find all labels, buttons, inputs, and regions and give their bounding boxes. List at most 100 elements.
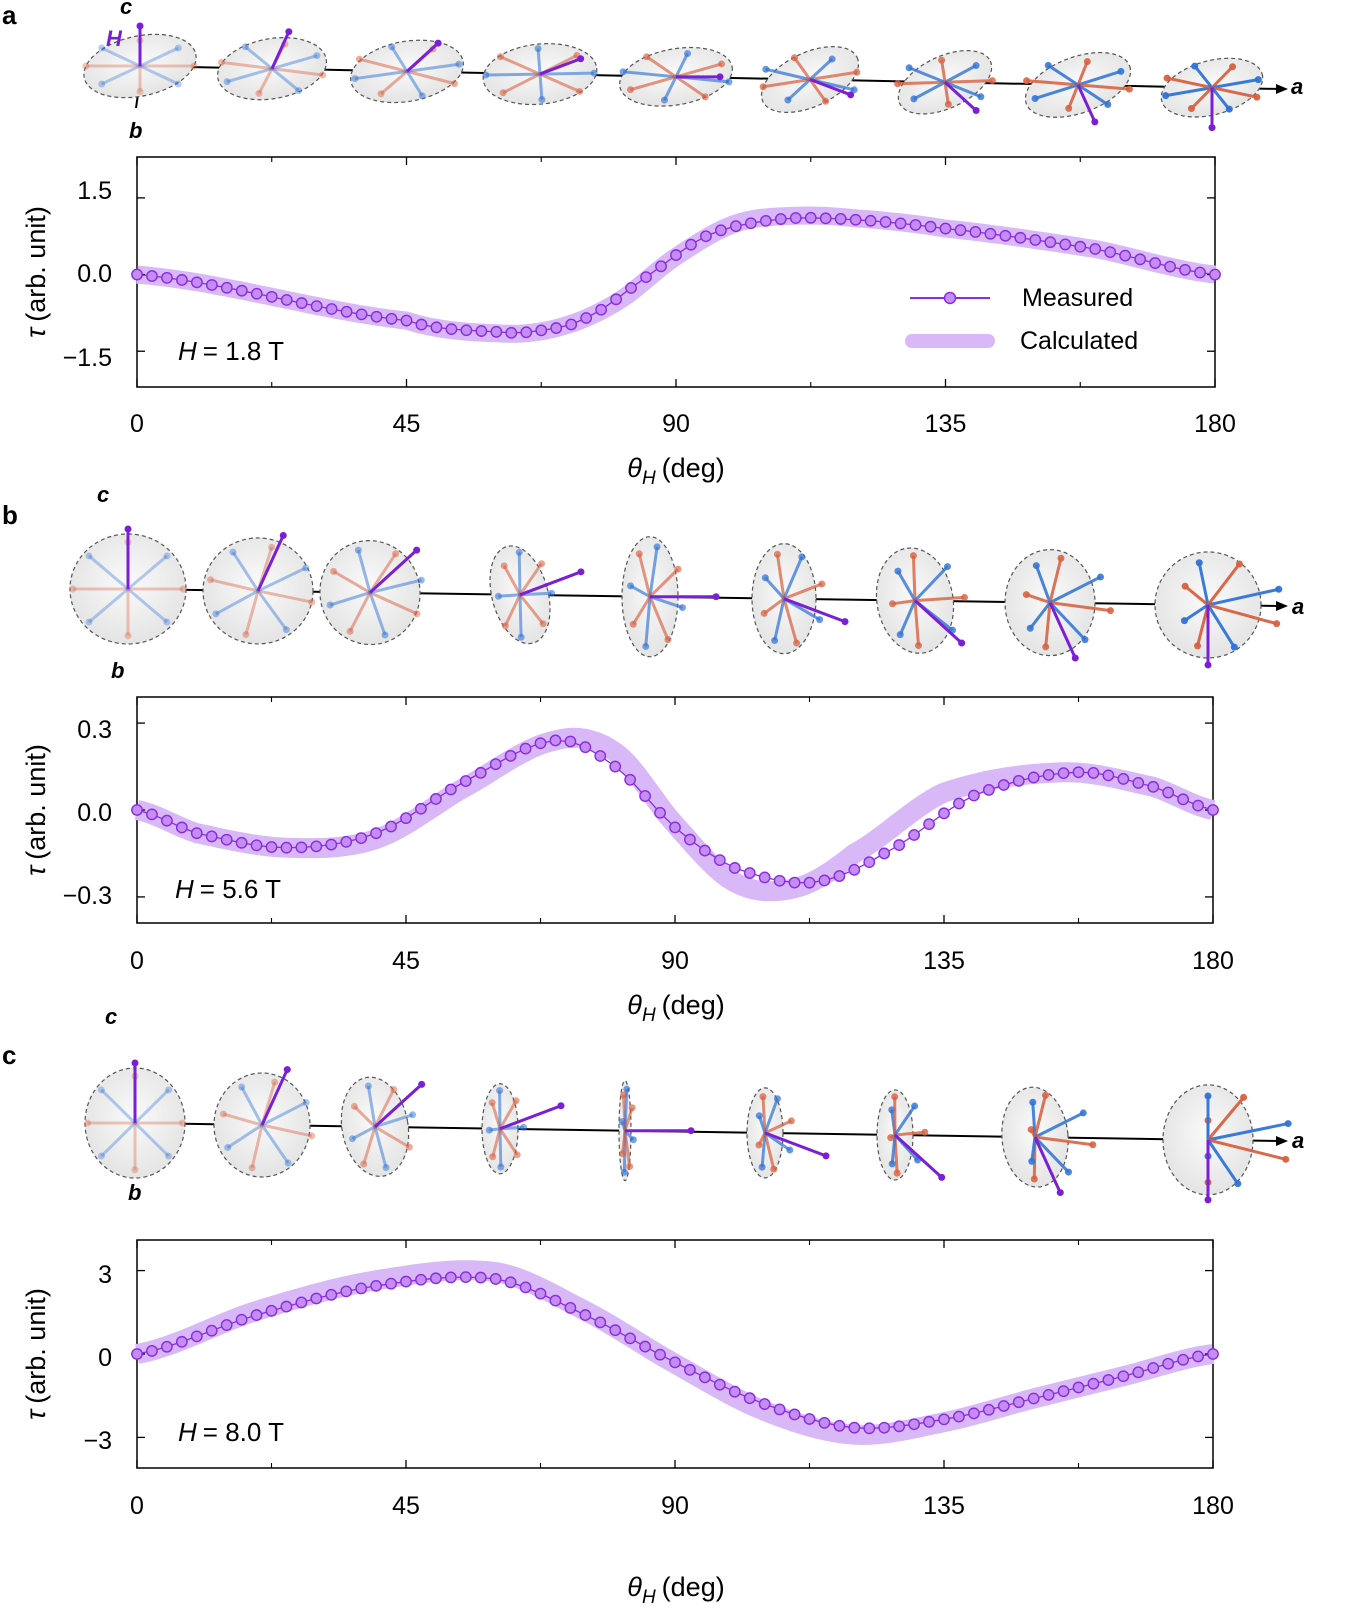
measured-point	[400, 314, 413, 327]
measured-point	[475, 325, 488, 337]
spin-blue-arrow	[374, 1113, 414, 1129]
spin-arrowhead	[179, 585, 187, 593]
spin-arrowhead	[350, 1102, 358, 1110]
field-annotation: H = 5.6 T	[175, 874, 281, 904]
spin-arrowhead	[853, 68, 861, 76]
measured-point	[131, 1348, 143, 1360]
xtick-label: 0	[130, 410, 144, 438]
measured-point	[534, 737, 547, 750]
spin-blue-arrow	[139, 64, 179, 86]
ytick-label: 0.0	[77, 799, 112, 827]
measured-point	[1164, 260, 1176, 273]
x-axis-symbol: θ	[627, 990, 642, 1020]
spin-blue-arrow	[629, 584, 651, 599]
field-arrow	[943, 81, 978, 112]
spin-red-arrow	[675, 75, 707, 99]
measured-point	[654, 1348, 666, 1361]
spin-arrowhead	[642, 643, 650, 651]
spin-arrowhead	[302, 1098, 310, 1106]
spin-red-arrow	[539, 72, 581, 93]
spin-arrowhead	[1273, 620, 1281, 628]
spin-arrowhead	[758, 1163, 766, 1171]
spin-arrowhead	[910, 95, 918, 103]
spin-arrowhead	[348, 1135, 356, 1143]
measured-point	[698, 844, 711, 857]
spin-arrowhead	[489, 1153, 497, 1161]
measured-point	[415, 802, 427, 815]
spin-arrowhead	[1065, 104, 1073, 112]
a-axis-arrowhead	[1276, 84, 1288, 94]
spin-blue-arrow	[498, 1128, 503, 1167]
spin-arrowhead	[1044, 61, 1052, 69]
field-arrow	[405, 41, 440, 73]
spin-blue-arrow	[648, 546, 659, 597]
spin-config	[1160, 57, 1264, 132]
spin-arrowhead	[255, 89, 263, 97]
spin-blue-arrow	[649, 595, 683, 609]
spin-blue-arrow	[538, 73, 544, 100]
measured-point	[235, 284, 248, 297]
spin-blue-arrow	[519, 591, 552, 597]
measured-point	[1057, 767, 1070, 780]
spin-red-arrow	[1190, 86, 1214, 110]
measured-point	[250, 839, 263, 852]
spin-arrowhead	[786, 1146, 794, 1154]
spin-config	[202, 531, 316, 645]
spin-arrowhead	[534, 45, 542, 53]
measured-point	[370, 1279, 383, 1292]
field-arrow	[893, 1133, 943, 1179]
spin-arrowhead	[451, 80, 459, 88]
spin-arrowhead	[513, 1151, 521, 1159]
measured-point	[280, 294, 293, 306]
field-arrowhead	[1071, 654, 1079, 662]
spin-red-arrow	[1033, 1094, 1047, 1138]
spin-arrowhead	[485, 1126, 493, 1134]
measured-point	[984, 227, 997, 240]
y-axis-unit: (arb. unit)	[21, 1288, 51, 1404]
axis-label-a-a: a	[1291, 74, 1303, 99]
measured-point	[564, 1302, 577, 1314]
measured-point	[459, 775, 472, 787]
y-axis-symbol: τ	[21, 864, 51, 876]
measured-point	[939, 222, 952, 235]
spin-arrowhead	[207, 576, 215, 584]
measured-point	[924, 220, 937, 233]
spin-arrowhead	[921, 1128, 929, 1136]
spin-red-arrow	[503, 594, 522, 627]
measured-point	[713, 854, 726, 867]
measured-point	[460, 324, 473, 337]
spin-arrowhead	[308, 598, 316, 606]
ytick-label: −3	[83, 1427, 112, 1455]
field-arrowhead	[716, 73, 724, 81]
spin-arrowhead	[678, 604, 686, 612]
spin-blue-arrow	[139, 46, 179, 68]
spin-arrowhead	[548, 589, 556, 597]
measured-point	[758, 1398, 771, 1410]
measured-point	[1119, 249, 1132, 262]
spin-blue-arrow	[231, 551, 260, 592]
x-axis-unit: (deg)	[662, 1572, 725, 1602]
spin-arrowhead	[1117, 67, 1125, 75]
field-arrowhead	[285, 28, 293, 36]
spin-arrowhead	[97, 1152, 105, 1160]
spin-blue-arrow	[786, 78, 812, 102]
spin-arrowhead	[212, 610, 220, 618]
measured-point	[340, 835, 353, 848]
measured-point	[713, 1378, 726, 1391]
measured-point	[490, 325, 503, 338]
measured-point	[280, 1300, 293, 1313]
spin-arrowhead	[850, 86, 858, 94]
spin-blue-arrow	[257, 566, 307, 593]
spin-arrowhead	[887, 1134, 895, 1142]
field-arrow	[1033, 1136, 1062, 1194]
measured-point	[863, 856, 876, 869]
measured-point	[655, 260, 667, 273]
measured-point	[489, 758, 502, 771]
measured-point	[1177, 793, 1190, 806]
spin-arrowhead	[773, 550, 781, 558]
spin-arrowhead	[496, 1087, 504, 1095]
measured-point	[848, 1421, 861, 1434]
measured-point	[161, 271, 173, 284]
xtick-label: 135	[925, 410, 967, 438]
spin-blue-arrow	[536, 48, 542, 75]
